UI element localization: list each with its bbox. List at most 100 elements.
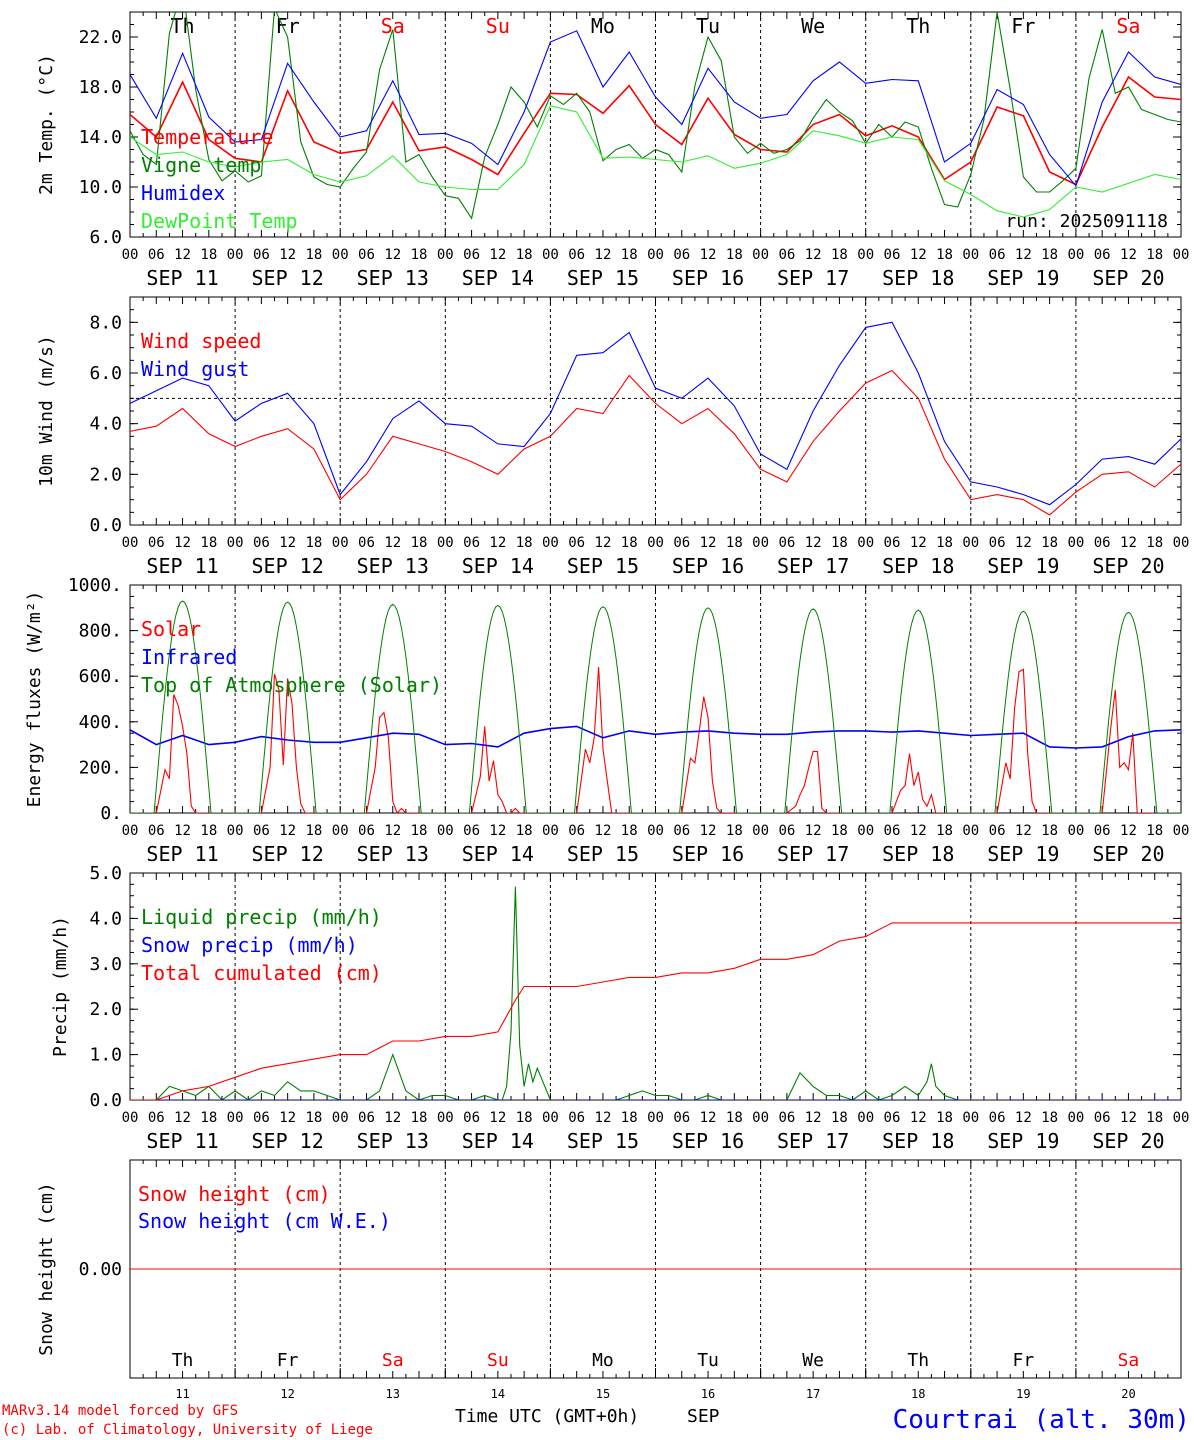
hour-tick-label: 18 (621, 1110, 638, 1126)
series-line-wind-gust (130, 321, 1181, 506)
series-line-vigne-temp (130, 12, 1181, 220)
hour-tick-label: 18 (936, 823, 953, 839)
weekday-label: Th (906, 14, 930, 38)
weekday-label: Th (907, 1350, 929, 1371)
hour-tick-label: 12 (1120, 1110, 1137, 1126)
y-axis-label: Precip (mm/h) (50, 916, 71, 1057)
series-group (130, 321, 1181, 516)
x-axis-title: Time UTC (GMT+0h) (455, 1406, 639, 1427)
y-tick-label: 4.0 (89, 414, 122, 435)
day-number-label: 12 (280, 1387, 294, 1401)
y-tick-label: 400. (79, 712, 122, 733)
hour-tick-label: 06 (1094, 1110, 1111, 1126)
hour-tick-label: 06 (673, 535, 690, 551)
hour-tick-label: 12 (595, 1110, 612, 1126)
hour-tick-label: 18 (1146, 247, 1163, 263)
y-axis-label: 10m Wind (m/s) (36, 335, 57, 487)
weekday-label: Sa (382, 1350, 404, 1371)
hour-tick-label: 00 (437, 823, 454, 839)
hour-tick-label: 18 (936, 1110, 953, 1126)
run-label: run: 2025091118 (1005, 211, 1168, 232)
hour-tick-label: 18 (1041, 823, 1058, 839)
y-tick-label: 0.0 (89, 1090, 122, 1111)
date-label: SEP 15 (567, 554, 639, 578)
hour-tick-label: 12 (174, 1110, 191, 1126)
day-number-label: 15 (596, 1387, 610, 1401)
hour-tick-label: 00 (857, 823, 874, 839)
hour-tick-label: 12 (384, 247, 401, 263)
hour-tick-label: 00 (122, 247, 139, 263)
y-tick-label: 10.0 (79, 177, 122, 198)
hour-tick-label: 06 (778, 535, 795, 551)
series-line-solar (155, 667, 1155, 813)
date-label: SEP 11 (146, 266, 218, 290)
hour-tick-label: 00 (1067, 247, 1084, 263)
date-label: SEP 18 (882, 1129, 954, 1153)
hour-labels: 00 06 12 18 00 06 12 18 00 06 12 18 00 06 12 18 00 06 12 18… (122, 535, 1190, 551)
date-label: SEP 18 (882, 842, 954, 866)
hour-tick-label: 00 (962, 535, 979, 551)
hour-tick-label: 18 (726, 535, 743, 551)
hour-tick-label: 06 (358, 535, 375, 551)
date-label: SEP 19 (987, 554, 1059, 578)
hour-tick-label: 12 (489, 535, 506, 551)
hour-tick-label: 00 (752, 823, 769, 839)
hour-tick-label: 12 (910, 247, 927, 263)
y-tick-label: 2.0 (89, 999, 122, 1020)
weekday-label: Tu (697, 1350, 719, 1371)
hour-tick-label: 00 (857, 535, 874, 551)
hour-tick-label: 06 (358, 1110, 375, 1126)
date-label: SEP 20 (1092, 554, 1164, 578)
hour-tick-label: 00 (227, 535, 244, 551)
hour-tick-label: 12 (910, 535, 927, 551)
date-label: SEP 17 (777, 266, 849, 290)
hour-tick-label: 18 (621, 535, 638, 551)
hour-tick-label: 00 (962, 823, 979, 839)
legend-entry: Solar (141, 617, 201, 641)
hour-tick-label: 12 (384, 1110, 401, 1126)
series-line-wind-speed (130, 369, 1181, 516)
y-tick-label: 1000. (68, 575, 122, 596)
weekday-label: Sa (1118, 1350, 1140, 1371)
y-tick-label: 3.0 (89, 954, 122, 975)
hour-tick-label: 18 (1146, 823, 1163, 839)
legend-entry: Snow height (cm W.E.) (138, 1209, 391, 1233)
hour-tick-label: 06 (568, 535, 585, 551)
hour-tick-label: 00 (542, 535, 559, 551)
series-line-infrared (130, 725, 1181, 749)
series-line-total-cumulated-cm- (130, 922, 1181, 1100)
hour-tick-label: 12 (1120, 247, 1137, 263)
hour-tick-label: 00 (647, 247, 664, 263)
hour-labels: 00 06 12 18 00 06 12 18 00 06 12 18 00 06 12 18 00 06 12 18… (122, 823, 1190, 839)
series-line-humidex (130, 30, 1181, 187)
hour-tick-label: 18 (516, 1110, 533, 1126)
hour-tick-label: 00 (332, 823, 349, 839)
date-label: SEP 13 (357, 266, 429, 290)
hour-tick-label: 12 (174, 823, 191, 839)
hour-tick-label: 00 (857, 1110, 874, 1126)
hour-tick-label: 06 (673, 1110, 690, 1126)
hour-tick-label: 18 (516, 247, 533, 263)
hour-tick-label: 06 (778, 247, 795, 263)
hour-tick-label: 12 (384, 535, 401, 551)
legend-entry: Top of Atmosphere (Solar) (141, 673, 442, 697)
day-number-label: 14 (491, 1387, 505, 1401)
hour-tick-label: 18 (831, 823, 848, 839)
hour-tick-label: 00 (857, 247, 874, 263)
hour-tick-label: 18 (726, 823, 743, 839)
hour-tick-label: 18 (936, 247, 953, 263)
hour-tick-label: 18 (726, 1110, 743, 1126)
date-label: SEP 14 (462, 266, 534, 290)
hour-tick-label: 06 (778, 823, 795, 839)
legend-entry: Snow height (cm) (138, 1182, 331, 1206)
legend-entry: Liquid precip (mm/h) (141, 905, 382, 929)
hour-tick-label: 00 (1067, 1110, 1084, 1126)
x-axis-month: SEP (687, 1406, 720, 1427)
hour-tick-label: 06 (463, 247, 480, 263)
y-tick-label: 6.0 (89, 363, 122, 384)
hour-tick-label: 18 (936, 535, 953, 551)
footer-lab: (c) Lab. of Climatology, University of L… (2, 1422, 373, 1438)
